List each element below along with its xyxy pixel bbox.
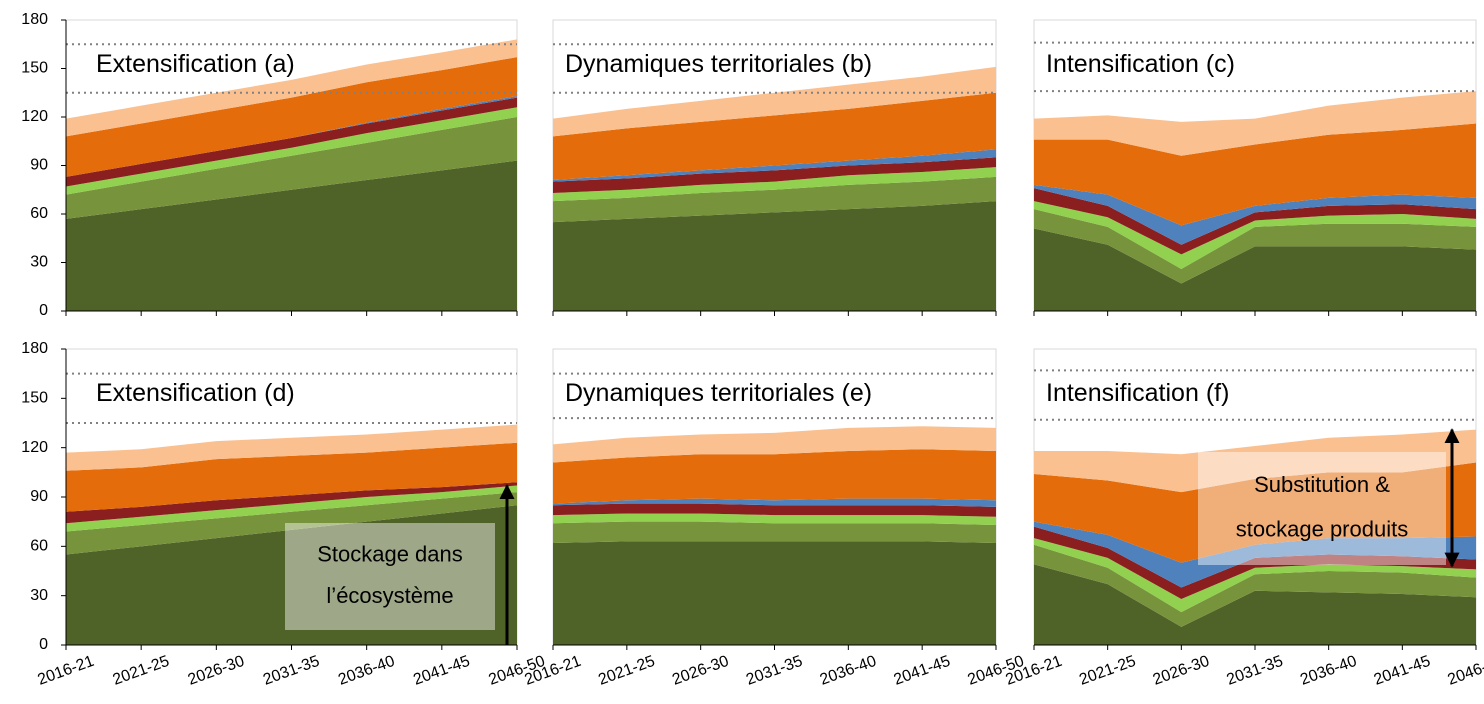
x-tick-label: 2031-35: [744, 653, 805, 689]
area: [66, 107, 517, 195]
y-tick-label: 150: [21, 60, 48, 77]
area: [553, 498, 996, 507]
area: [66, 442, 517, 512]
area: [66, 482, 517, 524]
area: [1034, 544, 1476, 627]
area: [553, 157, 996, 193]
panel-title: Extensification (a): [96, 50, 295, 78]
x-tick-label: 2021-25: [1077, 653, 1138, 689]
y-tick-label: 0: [39, 636, 48, 653]
area: [1034, 188, 1476, 255]
area: [66, 505, 517, 645]
y-tick-label: 120: [21, 108, 48, 125]
x-tick-label: 2026-30: [1151, 653, 1212, 689]
panel: Intensification (c): [1033, 19, 1477, 316]
area: [66, 57, 517, 177]
y-tick-label: 180: [21, 11, 48, 28]
panel: 0 30 60 90 120 150 180 Extensification (a): [21, 11, 518, 319]
x-tick-label: 2036-40: [1298, 653, 1359, 689]
y-tick-label: 120: [21, 439, 48, 456]
x-tick-label: 2041-45: [1372, 653, 1433, 689]
y-tick-label: 150: [21, 390, 48, 407]
area: [1034, 538, 1476, 613]
x-tick-label: 2031-35: [1224, 653, 1285, 689]
area: [1034, 201, 1476, 269]
area: [553, 503, 996, 517]
area: [1034, 526, 1476, 599]
area: [66, 492, 517, 555]
area: [1034, 521, 1476, 588]
y-tick-label: 30: [30, 254, 48, 271]
area: [553, 513, 996, 525]
area: [66, 95, 517, 177]
area: [553, 66, 996, 137]
area: [66, 117, 517, 219]
area: [1034, 123, 1476, 226]
y-tick-label: 0: [39, 302, 48, 319]
panel-title: Intensification (c): [1046, 50, 1235, 78]
annotation-text: l’écosystème: [326, 583, 453, 608]
x-tick-label: 2041-45: [892, 653, 953, 689]
panel-title: Dynamiques territoriales (e): [565, 379, 872, 407]
annotation-text: Substitution &: [1254, 472, 1390, 497]
x-tick-label: 2026-30: [670, 653, 731, 689]
area: [1034, 91, 1476, 156]
annotation-text: Stockage dans: [317, 542, 463, 567]
panel: 2016-21 2021-25 2026-30 2031-35 2036-40 2041-…: [1003, 348, 1484, 689]
x-tick-label: 2041-45: [411, 653, 472, 689]
area: [66, 39, 517, 137]
area: [66, 424, 517, 471]
x-tick-label: 2036-40: [818, 653, 879, 689]
x-tick-label: 2021-25: [596, 653, 657, 689]
area: [553, 167, 996, 202]
area: [553, 521, 996, 544]
annotation-text: stockage produits: [1236, 517, 1408, 542]
area: [1034, 564, 1476, 645]
area: [1034, 228, 1476, 311]
x-tick-label: 2026-30: [186, 653, 247, 689]
y-tick-label: 60: [30, 538, 48, 555]
panel-title: Intensification (f): [1046, 379, 1229, 407]
area: [66, 97, 517, 187]
x-tick-label: 2031-35: [261, 653, 322, 689]
y-tick-label: 90: [30, 488, 48, 505]
area: [1034, 462, 1476, 563]
x-tick-label: 2021-25: [111, 653, 172, 689]
x-tick-label: 2016-21: [35, 653, 96, 689]
panel: 0 30 60 90 120 150 180 2016-21 2021-25 2026-30 203…: [21, 340, 547, 689]
area: [553, 176, 996, 223]
panel: 2016-21 2021-25 2026-30 2031-35 2036-40 2041-…: [522, 348, 1027, 689]
x-tick-label: 2036-40: [336, 653, 397, 689]
area: [553, 426, 996, 463]
area: [553, 449, 996, 504]
area: [1034, 429, 1476, 493]
area: [66, 160, 517, 311]
y-tick-label: 60: [30, 205, 48, 222]
panel-title: Dynamiques territoriales (b): [565, 50, 872, 78]
panel: Dynamiques territoriales (b): [552, 19, 997, 316]
y-tick-label: 90: [30, 157, 48, 174]
y-tick-label: 30: [30, 587, 48, 604]
x-tick-label: 2046-50: [1445, 653, 1484, 689]
area: [553, 92, 996, 181]
panel-title: Extensification (d): [96, 379, 295, 407]
area: [1034, 209, 1476, 284]
area: [553, 201, 996, 311]
area: [66, 485, 517, 532]
area: [553, 541, 996, 645]
y-tick-label: 180: [21, 340, 48, 357]
annotation-box: [1198, 452, 1446, 565]
annotation-box: [285, 523, 495, 630]
area: [1034, 184, 1476, 245]
